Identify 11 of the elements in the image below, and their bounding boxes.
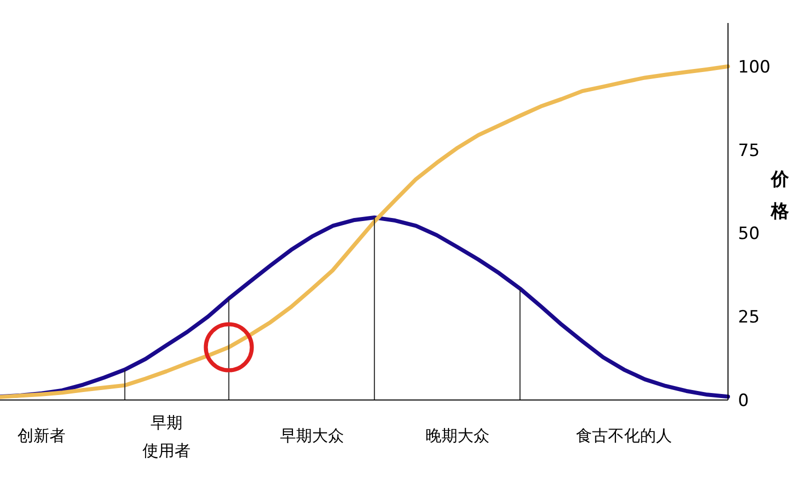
y-tick-label: 25 xyxy=(738,308,760,328)
x-tick-label: 早期大众 xyxy=(280,426,344,445)
x-tick-label: 晚期大众 xyxy=(426,426,490,445)
y-tick-label: 100 xyxy=(738,57,770,78)
y-tick-label: 75 xyxy=(738,140,760,161)
x-tick-label: 早期使用者 xyxy=(142,413,190,460)
x-tick-label: 创新者 xyxy=(18,426,66,445)
y-axis-title: 价格 xyxy=(770,169,790,222)
x-tick-label: 食古不化的人 xyxy=(576,426,672,445)
y-tick-label: 0 xyxy=(738,391,749,411)
y-tick-label: 50 xyxy=(738,224,760,244)
